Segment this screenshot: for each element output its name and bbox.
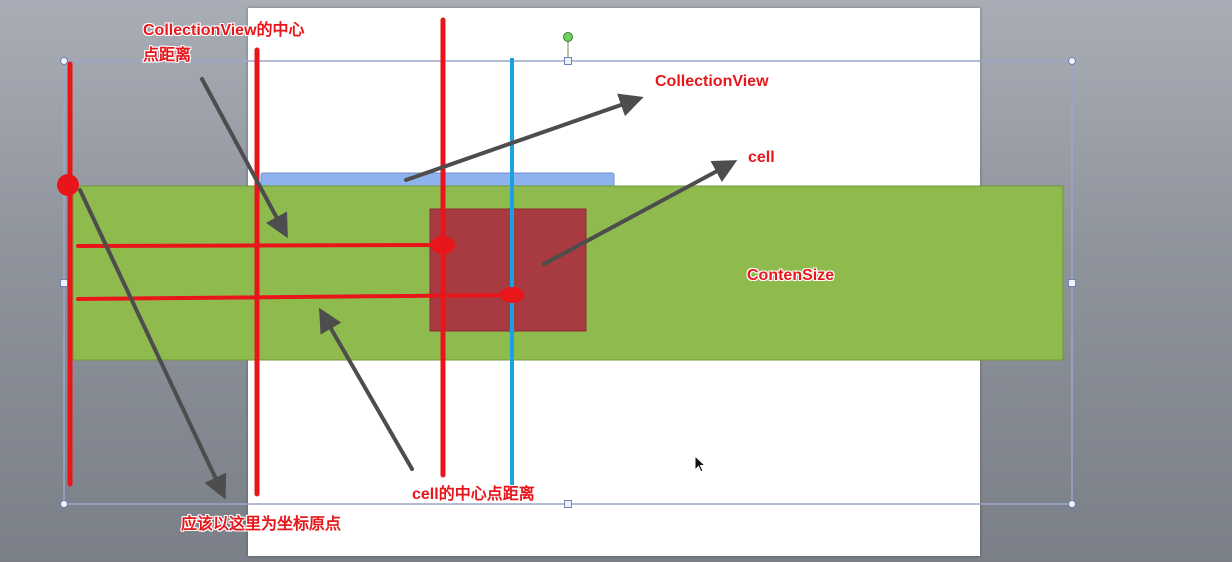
origin-dot	[57, 174, 79, 196]
label-collection-view-center-distance: CollectionView的中心点距离	[143, 22, 305, 64]
label-cell: cell	[748, 149, 775, 166]
arrow-to-cell-label	[542, 160, 738, 266]
label-origin-note: 应该以这里为坐标原点	[181, 516, 342, 533]
resize-handle-left[interactable]	[60, 279, 68, 287]
arrow-to-collection-view-label	[404, 93, 644, 182]
resize-handle-top[interactable]	[564, 57, 572, 65]
rotate-handle[interactable]	[563, 32, 573, 42]
collection-view-distance-line	[76, 243, 442, 248]
resize-handle-right[interactable]	[1068, 279, 1076, 287]
collection-view-center-dot	[431, 236, 455, 254]
resize-handle-top-right[interactable]	[1068, 57, 1076, 65]
arrow-to-cell-distance	[319, 307, 414, 471]
cell-rect	[429, 208, 587, 332]
label-collection-view: CollectionView	[655, 73, 769, 90]
label-cell-center-distance: cell的中心点距离	[412, 486, 535, 503]
cell-center-dot	[500, 287, 524, 303]
resize-handle-top-left[interactable]	[60, 57, 68, 65]
resize-handle-bottom-right[interactable]	[1068, 500, 1076, 508]
arrow-to-origin	[78, 188, 227, 500]
cell-distance-line	[76, 293, 512, 301]
label-content-size: ContenSize	[747, 267, 835, 284]
resize-handle-bottom-left[interactable]	[60, 500, 68, 508]
resize-handle-bottom[interactable]	[564, 500, 572, 508]
arrow-to-collection-view-distance	[200, 77, 288, 239]
mouse-cursor-icon	[694, 455, 707, 473]
